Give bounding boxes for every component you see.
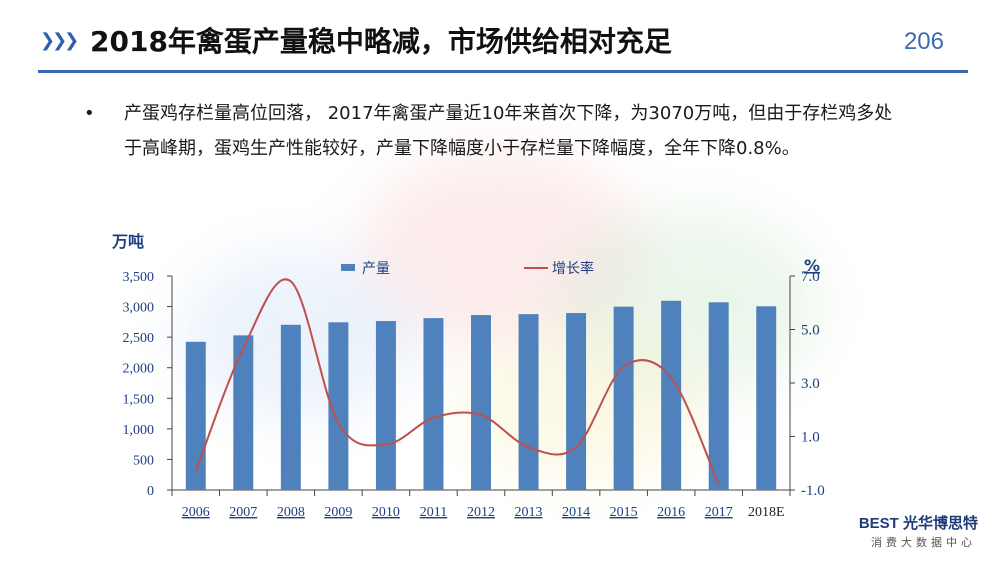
bar (661, 300, 682, 490)
x-tick-label: 2006 (182, 505, 210, 520)
x-tick-label: 2010 (372, 505, 400, 520)
logo-tagline: 消费大数据中心 (871, 536, 976, 549)
left-tick-label: 1,000 (123, 423, 155, 438)
bar (756, 306, 777, 490)
legend-label-line: 增长率 (552, 260, 594, 277)
right-tick-label: 1.0 (801, 430, 820, 446)
right-tick-label: 3.0 (801, 376, 820, 392)
bar (708, 302, 729, 490)
left-tick-label: 3,000 (123, 301, 155, 316)
growth-rate-line (194, 278, 720, 486)
left-axis-label: 万吨 (111, 232, 144, 251)
right-tick-label: 7.0 (801, 269, 820, 285)
left-tick-label: 2,000 (123, 362, 155, 377)
page-title: 2018年禽蛋产量稳中略减，市场供给相对充足 (90, 25, 672, 58)
x-tick-label: 2012 (467, 505, 495, 520)
bar (566, 313, 587, 490)
bullet-dot-icon: • (84, 103, 95, 124)
header-divider (38, 70, 968, 73)
x-tick-label: 2007 (229, 505, 257, 520)
x-tick-label: 2009 (324, 505, 352, 520)
chevron-right-icon: ❯❯❯ (40, 30, 79, 51)
bar (185, 341, 206, 490)
background-blob (560, 210, 820, 400)
right-tick-label: -1.0 (801, 483, 825, 499)
left-tick-label: 500 (133, 453, 154, 468)
x-tick-label: 2014 (562, 505, 590, 520)
legend-swatch-bar (341, 264, 355, 271)
legend-label-bar: 产量 (362, 261, 390, 277)
bar (471, 315, 491, 490)
logo-brand-text: BEST 光华博思特 (858, 515, 978, 532)
left-tick-label: 3,500 (123, 270, 155, 285)
bar (375, 321, 396, 490)
bar (423, 318, 444, 490)
left-tick-label: 1,500 (123, 392, 155, 407)
x-tick-label: 2018E (748, 505, 785, 520)
x-tick-label: 2011 (420, 505, 447, 520)
bar (233, 335, 254, 490)
x-tick-label: 2013 (515, 505, 543, 520)
chart-axes: 0 500 1,000 1,500 2,000 2,500 3,000 3,500 -1.0 1.… (123, 269, 825, 520)
x-tick-label: 2017 (705, 505, 733, 520)
right-tick-label: 5.0 (801, 323, 820, 339)
line-series (194, 278, 720, 486)
left-tick-label: 2,500 (123, 331, 155, 346)
left-tick-label: 0 (147, 484, 154, 499)
bullet-point: • 产蛋鸡存栏量高位回落， 2017年禽蛋产量近10年来首次下降，为3070万吨… (84, 96, 908, 166)
x-tick-label: 2015 (610, 505, 638, 520)
bar (518, 314, 539, 490)
brand-logo: BEST 光华博思特 消费大数据中心 (818, 512, 978, 556)
page-number: 206 (903, 28, 944, 55)
x-tick-label: 2016 (657, 505, 685, 520)
bar (280, 324, 301, 490)
bar-series (185, 300, 777, 490)
chart-legend: 产量 增长率 (341, 260, 594, 277)
bar (613, 306, 634, 490)
x-tick-label: 2008 (277, 505, 305, 520)
bullet-text: 产蛋鸡存栏量高位回落， 2017年禽蛋产量近10年来首次下降，为3070万吨，但… (124, 103, 893, 159)
background-blob (360, 150, 640, 350)
right-axis-label: % (804, 256, 820, 275)
slide-header: ❯❯❯ 2018年禽蛋产量稳中略减，市场供给相对充足 206 (0, 0, 1000, 73)
bar (328, 322, 349, 490)
